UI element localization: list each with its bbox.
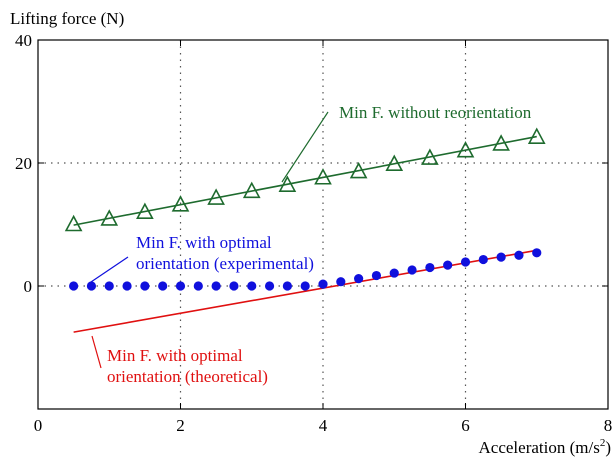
annotation-text: Min F. without reorientation bbox=[339, 103, 532, 122]
annotation-leader bbox=[281, 111, 329, 183]
triangle-point bbox=[421, 148, 439, 165]
dot-point bbox=[496, 252, 506, 262]
dot-point bbox=[86, 281, 97, 291]
theoretical-line bbox=[73, 249, 537, 333]
y-tick-label: 0 bbox=[24, 277, 33, 296]
dot-point bbox=[104, 281, 114, 291]
triangle-point bbox=[349, 161, 368, 179]
series-experimental bbox=[69, 248, 542, 291]
x-axis-title-close: ) bbox=[605, 438, 611, 457]
y-axis-title: Lifting force (N) bbox=[10, 9, 124, 28]
dot-point bbox=[282, 281, 292, 291]
annotation-layer: Min F. without reorientation Min F. with … bbox=[87, 103, 532, 386]
dot-point bbox=[425, 262, 435, 273]
annotation-without-reorientation: Min F. without reorientation bbox=[281, 103, 532, 183]
annotation-theoretical: Min F. with optimal orientation (theoreti… bbox=[91, 335, 268, 386]
annotation-leader bbox=[87, 256, 129, 285]
x-tick-label: 2 bbox=[176, 416, 185, 435]
triangle-point bbox=[100, 209, 119, 226]
triangle-point bbox=[527, 127, 546, 144]
triangle-point bbox=[171, 195, 190, 212]
annotation-experimental: Min F. with optimal orientation (experime… bbox=[87, 233, 314, 285]
dot-point bbox=[69, 281, 79, 291]
dot-point bbox=[532, 248, 542, 258]
triangle-point bbox=[278, 175, 297, 192]
dot-point bbox=[478, 254, 488, 265]
series-layer bbox=[64, 127, 546, 333]
dot-point bbox=[211, 281, 221, 291]
triangle-point bbox=[456, 141, 475, 158]
x-tick-label: 6 bbox=[461, 416, 470, 435]
dot-point bbox=[158, 281, 168, 291]
x-axis-title-main: Acceleration (m/s bbox=[479, 438, 600, 457]
dot-point bbox=[175, 281, 186, 291]
dot-point bbox=[371, 270, 382, 281]
dot-point bbox=[443, 260, 453, 270]
triangle-point bbox=[64, 214, 83, 232]
fit-line bbox=[73, 135, 537, 226]
annotation-text: orientation (experimental) bbox=[136, 254, 314, 273]
x-axis-title-sup: 2 bbox=[600, 437, 606, 449]
dot-point bbox=[300, 281, 310, 291]
dot-point bbox=[122, 281, 132, 291]
x-axis-title: Acceleration (m/s2) bbox=[479, 437, 611, 457]
dot-point bbox=[407, 265, 417, 275]
dot-point bbox=[336, 277, 346, 287]
y-tick-label: 20 bbox=[15, 154, 32, 173]
dot-point bbox=[264, 281, 275, 291]
dot-point bbox=[460, 257, 471, 267]
x-tick-label: 0 bbox=[34, 416, 43, 435]
annotation-leader bbox=[91, 335, 102, 369]
triangle-point bbox=[242, 181, 261, 199]
triangle-point bbox=[492, 134, 510, 151]
dot-point bbox=[354, 274, 364, 284]
annotation-text: orientation (theoretical) bbox=[107, 367, 268, 386]
y-tick-label: 40 bbox=[15, 31, 32, 50]
dot-point bbox=[514, 250, 524, 260]
annotation-text: Min F. with optimal bbox=[136, 233, 272, 252]
series-theoretical bbox=[73, 249, 537, 333]
dot-point bbox=[193, 281, 203, 291]
dot-point bbox=[229, 281, 239, 291]
triangle-point bbox=[385, 154, 404, 172]
dot-point bbox=[318, 279, 328, 289]
x-tick-label: 4 bbox=[319, 416, 328, 435]
x-tick-label: 8 bbox=[604, 416, 613, 435]
dot-point bbox=[140, 281, 150, 291]
axis-ticks: 0 2 4 6 8 0 20 40 bbox=[15, 31, 612, 435]
triangle-point bbox=[136, 202, 154, 219]
grid-lines bbox=[38, 40, 608, 409]
triangle-point bbox=[207, 188, 225, 205]
annotation-text: Min F. with optimal bbox=[107, 346, 243, 365]
series-without-reorientation bbox=[64, 127, 546, 232]
triangle-point bbox=[314, 168, 332, 185]
dot-point bbox=[389, 268, 399, 278]
dot-point bbox=[247, 281, 257, 291]
